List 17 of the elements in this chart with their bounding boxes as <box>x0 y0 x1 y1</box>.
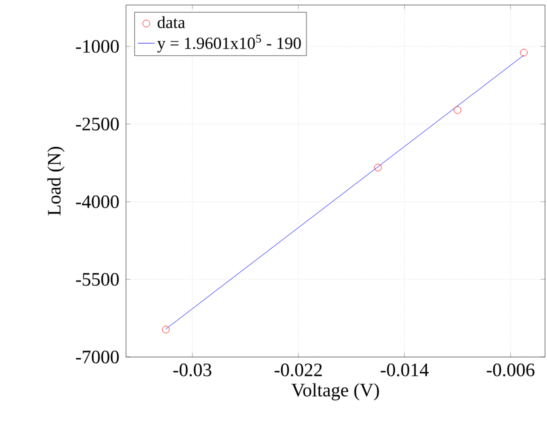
x-tick-label: -0.03 <box>173 364 212 376</box>
point <box>374 164 382 172</box>
legend-label: y = 1.9601x10$^{5}$ - 190 <box>157 34 301 52</box>
y-tick-label: -1000 <box>76 40 119 53</box>
y-tick-label: -2500 <box>76 118 119 130</box>
y-axis-title: Load (N) <box>47 146 65 216</box>
y-tick-label: -7000 <box>76 350 119 364</box>
point <box>162 326 170 334</box>
point <box>520 48 528 56</box>
y-tick-label: -5500 <box>76 272 119 286</box>
x-axis-title: Voltage (V) <box>291 383 379 400</box>
point <box>454 106 462 114</box>
legend-label: data <box>158 16 186 28</box>
x-tick-label: -0.022 <box>274 364 322 376</box>
y-tick-label: -4000 <box>76 195 119 208</box>
x-tick-label: -0.006 <box>486 364 534 376</box>
x-tick-label: -0.014 <box>380 364 429 376</box>
